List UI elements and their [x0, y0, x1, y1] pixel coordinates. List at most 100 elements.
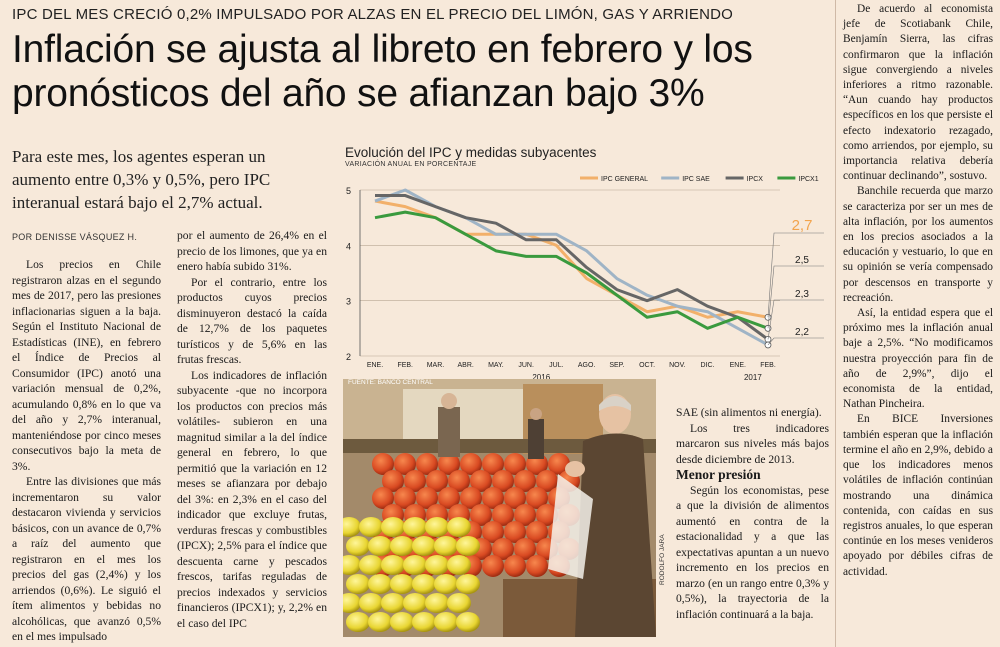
x-tick-label: FEB.: [397, 362, 413, 369]
lemon: [359, 593, 383, 613]
tomato: [504, 555, 526, 577]
lemon: [346, 574, 370, 594]
tomato: [514, 504, 536, 526]
tomato: [448, 470, 470, 492]
legend-label: IPC GENERAL: [601, 176, 648, 183]
lemon: [456, 536, 480, 556]
leader-line: [767, 265, 824, 329]
headline: Inflación se ajusta al libreto en febrer…: [12, 28, 753, 115]
y-tick-label: 4: [346, 241, 351, 251]
tomato: [514, 538, 536, 560]
tomato: [526, 555, 548, 577]
lemon: [425, 593, 449, 613]
chart-subtitle: VARIACIÓN ANUAL EN PORCENTAJE: [345, 161, 477, 168]
x-tick-label: AGO.: [578, 362, 596, 369]
x-tick-label: JUN.: [518, 362, 534, 369]
x-tick-label: MAR.: [427, 362, 445, 369]
lemon: [381, 517, 405, 537]
lemon: [403, 517, 427, 537]
tomato: [394, 487, 416, 509]
lemon: [359, 555, 383, 575]
tomato: [536, 504, 558, 526]
col3-paragraph: Según los economistas, pese a que la div…: [676, 483, 829, 621]
chart-source: FUENTE: BANCO CENTRAL: [348, 379, 433, 386]
tomato: [526, 487, 548, 509]
y-tick-label: 5: [346, 186, 351, 196]
lemon: [434, 612, 458, 632]
year-label-2016: 2016: [532, 373, 550, 382]
x-tick-label: NOV.: [669, 362, 686, 369]
lemon: [359, 517, 383, 537]
lemon: [343, 517, 361, 537]
tomato: [482, 521, 504, 543]
tomato: [382, 470, 404, 492]
end-value-label: 2,5: [795, 255, 809, 266]
y-tick-label: 2: [346, 352, 351, 362]
tomato: [416, 487, 438, 509]
lemon: [343, 555, 361, 575]
x-tick-label: ABR.: [458, 362, 474, 369]
column-1: Los precios en Chile registraron alzas e…: [12, 257, 161, 645]
x-tick-label: ENE.: [367, 362, 383, 369]
col3-paragraph: SAE (sin alimentos ni energía).: [676, 406, 822, 419]
leader-line: [767, 337, 824, 346]
col4-paragraph: Banchile recuerda que marzo se caracteri…: [843, 185, 993, 304]
photo-credit: RODOLFO JARA: [659, 534, 666, 585]
tomato: [372, 487, 394, 509]
lemon: [403, 593, 427, 613]
lemon: [381, 555, 405, 575]
tomato: [548, 453, 570, 475]
tomato: [482, 555, 504, 577]
lemon: [390, 612, 414, 632]
tomato: [526, 521, 548, 543]
tomato: [416, 453, 438, 475]
column-4: De acuerdo al economista jefe de Scotiab…: [843, 2, 993, 580]
lemon: [434, 574, 458, 594]
x-tick-label: ENE.: [730, 362, 746, 369]
tomato: [438, 453, 460, 475]
x-tick-label: MAY.: [488, 362, 504, 369]
column-2: por el aumento de 26,4% en el precio de …: [177, 228, 327, 631]
tomato: [482, 487, 504, 509]
col2-paragraph: Por el contrario, entre los productos cu…: [177, 275, 327, 367]
lemon: [447, 593, 471, 613]
lemon: [425, 517, 449, 537]
ipc-line-chart: 2 3 4 5 ENE. FEB. MAR. ABR. MAY. JUN. JUL. AGO. SEP.…: [346, 176, 824, 382]
x-tick-label: SEP.: [609, 362, 624, 369]
kicker: IPC DEL MES CRECIÓ 0,2% IMPULSADO POR AL…: [12, 6, 734, 23]
tomato: [536, 470, 558, 492]
year-label-2017: 2017: [744, 373, 762, 382]
lemon: [447, 555, 471, 575]
col3-paragraph: Los tres indicadores marcaron sus nivele…: [676, 421, 829, 466]
col1-paragraph: Los precios en Chile registraron alzas e…: [12, 258, 161, 473]
col4-paragraph: En BICE Inversiones también esperan que …: [843, 413, 993, 578]
tomato: [438, 487, 460, 509]
tomato: [504, 487, 526, 509]
y-tick-label: 3: [346, 297, 351, 307]
tomato: [394, 453, 416, 475]
lemon: [412, 612, 436, 632]
end-value-label: 2,3: [795, 289, 809, 300]
x-tick-label: OCT.: [639, 362, 655, 369]
lemon: [390, 574, 414, 594]
leader-line: [767, 232, 824, 318]
lemon: [368, 536, 392, 556]
col2-paragraph: por el aumento de 26,4% en el precio de …: [177, 229, 327, 273]
subhead-menor-presion: Menor presión: [676, 467, 761, 482]
byline: POR DENISSE VÁSQUEZ H.: [12, 232, 138, 242]
lemon: [412, 574, 436, 594]
series-line-ipc-sae: [374, 188, 769, 347]
column-3: SAE (sin alimentos ni energía). Los tres…: [676, 405, 829, 622]
lemon: [403, 555, 427, 575]
tomato: [504, 521, 526, 543]
lemon: [346, 536, 370, 556]
lemon: [434, 536, 458, 556]
tomato: [426, 470, 448, 492]
lemon: [390, 536, 414, 556]
tomato: [492, 538, 514, 560]
tomato: [482, 453, 504, 475]
lemon: [412, 536, 436, 556]
tomato: [372, 453, 394, 475]
legend-label: IPC SAE: [682, 176, 710, 183]
tomato: [492, 470, 514, 492]
